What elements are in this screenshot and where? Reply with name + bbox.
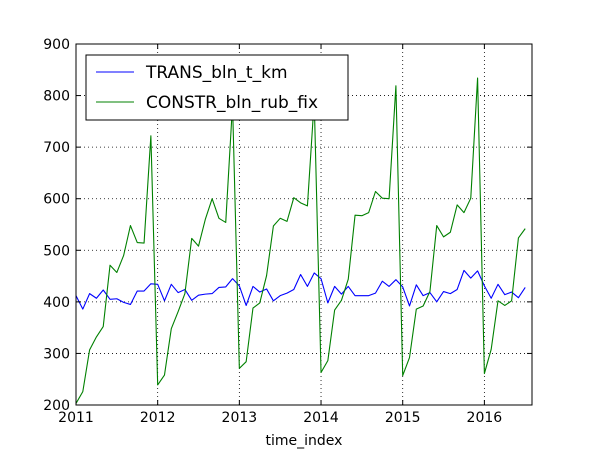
tick-labels: 2011 2012 2013 2014 2015 2016 200 300 400 500 600 7… [43, 37, 502, 426]
y-tick-label: 400 [43, 295, 70, 311]
y-tick-label: 600 [43, 192, 70, 208]
y-tick-label: 800 [43, 89, 70, 105]
y-tick-label: 300 [43, 346, 70, 362]
y-tick-label: 500 [43, 243, 70, 259]
x-tick-label: 2011 [58, 410, 94, 426]
legend-label-constr: CONSTR_bln_rub_fix [146, 93, 318, 113]
y-tick-label: 700 [43, 140, 70, 156]
series-layer [75, 77, 526, 404]
x-tick-label: 2014 [303, 410, 339, 426]
axis-ticks [75, 43, 532, 406]
legend-box [85, 54, 349, 121]
x-tick-label: 2012 [140, 410, 176, 426]
series-line-constr [75, 77, 526, 404]
y-tick-label: 900 [43, 37, 70, 53]
x-tick-label: 2015 [385, 410, 421, 426]
legend-label-trans: TRANS_bln_t_km [145, 63, 288, 83]
x-axis-label: time_index [266, 433, 343, 449]
plot-frame [75, 43, 533, 406]
x-tick-label: 2013 [222, 410, 258, 426]
legend: TRANS_bln_t_km CONSTR_bln_rub_fix [85, 54, 349, 121]
x-tick-label: 2016 [467, 410, 503, 426]
series-line-trans [75, 269, 526, 310]
y-tick-label: 200 [43, 398, 70, 414]
